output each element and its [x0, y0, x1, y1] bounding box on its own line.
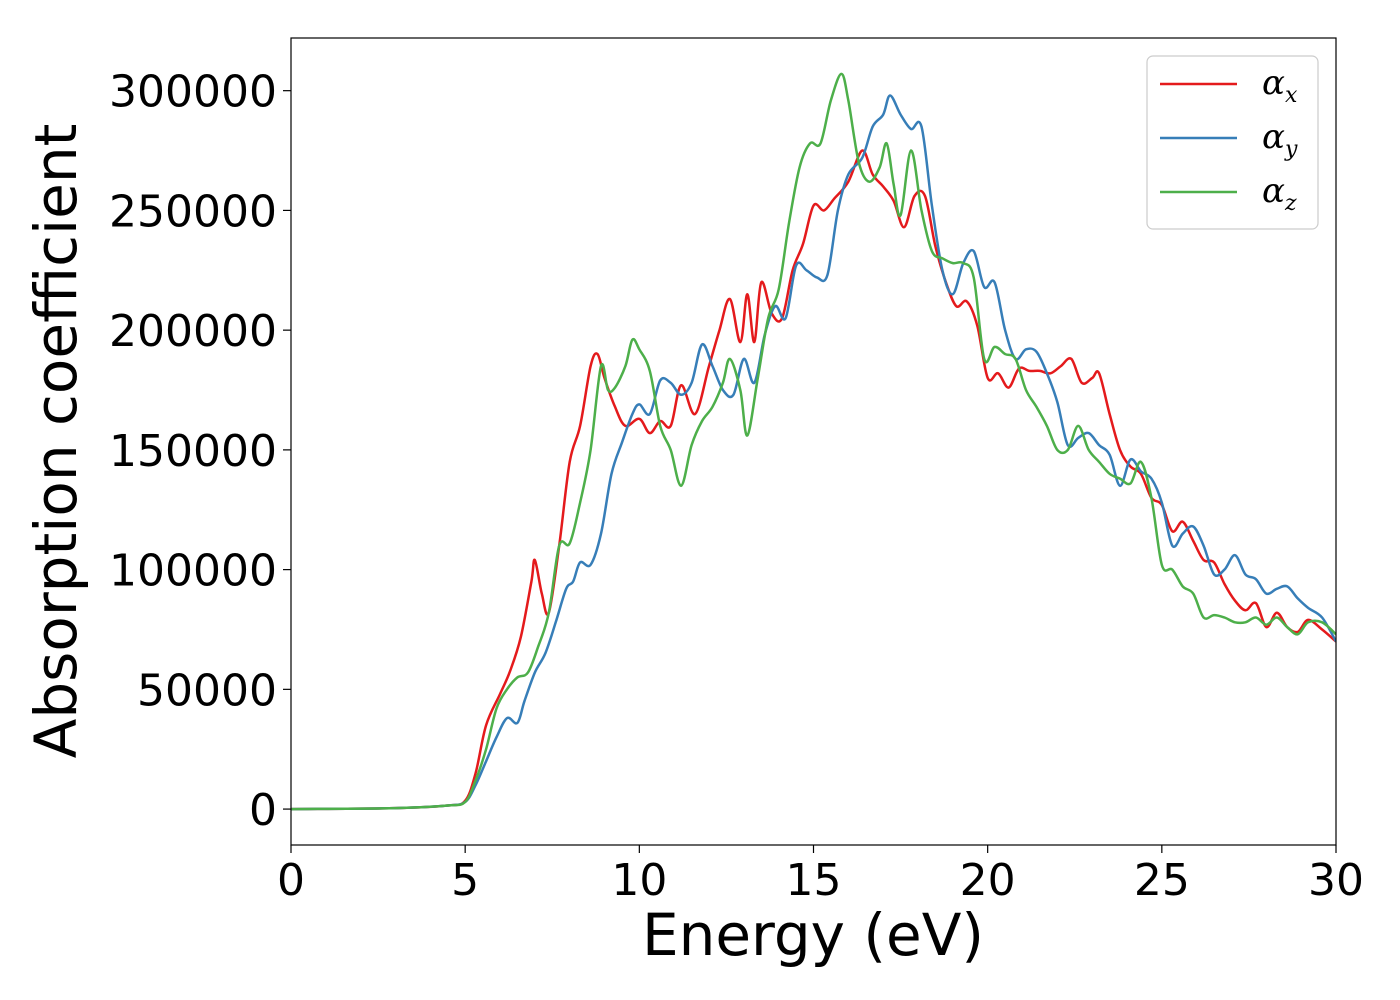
- series-line-alpha-y: [291, 94, 1336, 811]
- y-tick-label: 50000: [137, 665, 277, 716]
- x-tick-label: 25: [1134, 855, 1190, 906]
- x-tick-label: 5: [451, 855, 479, 906]
- x-tick-label: 10: [611, 855, 667, 906]
- series-line-alpha-z: [291, 72, 1336, 811]
- x-axis: 0 5 10 15 20 25 30: [277, 845, 1364, 906]
- x-tick-label: 30: [1308, 855, 1364, 906]
- y-tick-label: 300000: [109, 67, 277, 118]
- series-layer: [291, 72, 1336, 811]
- y-tick-label: 100000: [109, 546, 277, 597]
- y-tick-label: 250000: [109, 186, 277, 237]
- y-tick-label: 150000: [109, 426, 277, 477]
- x-axis-label: Energy (eV): [642, 901, 984, 969]
- series-line-alpha-x: [291, 149, 1336, 811]
- x-tick-label: 0: [277, 855, 305, 906]
- y-axis-label: Absorption coefficient: [22, 124, 90, 759]
- x-tick-label: 20: [960, 855, 1016, 906]
- x-tick-label: 15: [786, 855, 842, 906]
- y-tick-label: 200000: [109, 306, 277, 357]
- y-axis: 0 50000 100000 150000 200000 250000 300000: [109, 67, 291, 836]
- y-tick-label: 0: [249, 785, 277, 836]
- legend-label: αz: [1262, 171, 1297, 216]
- legend-box: [1146, 55, 1319, 230]
